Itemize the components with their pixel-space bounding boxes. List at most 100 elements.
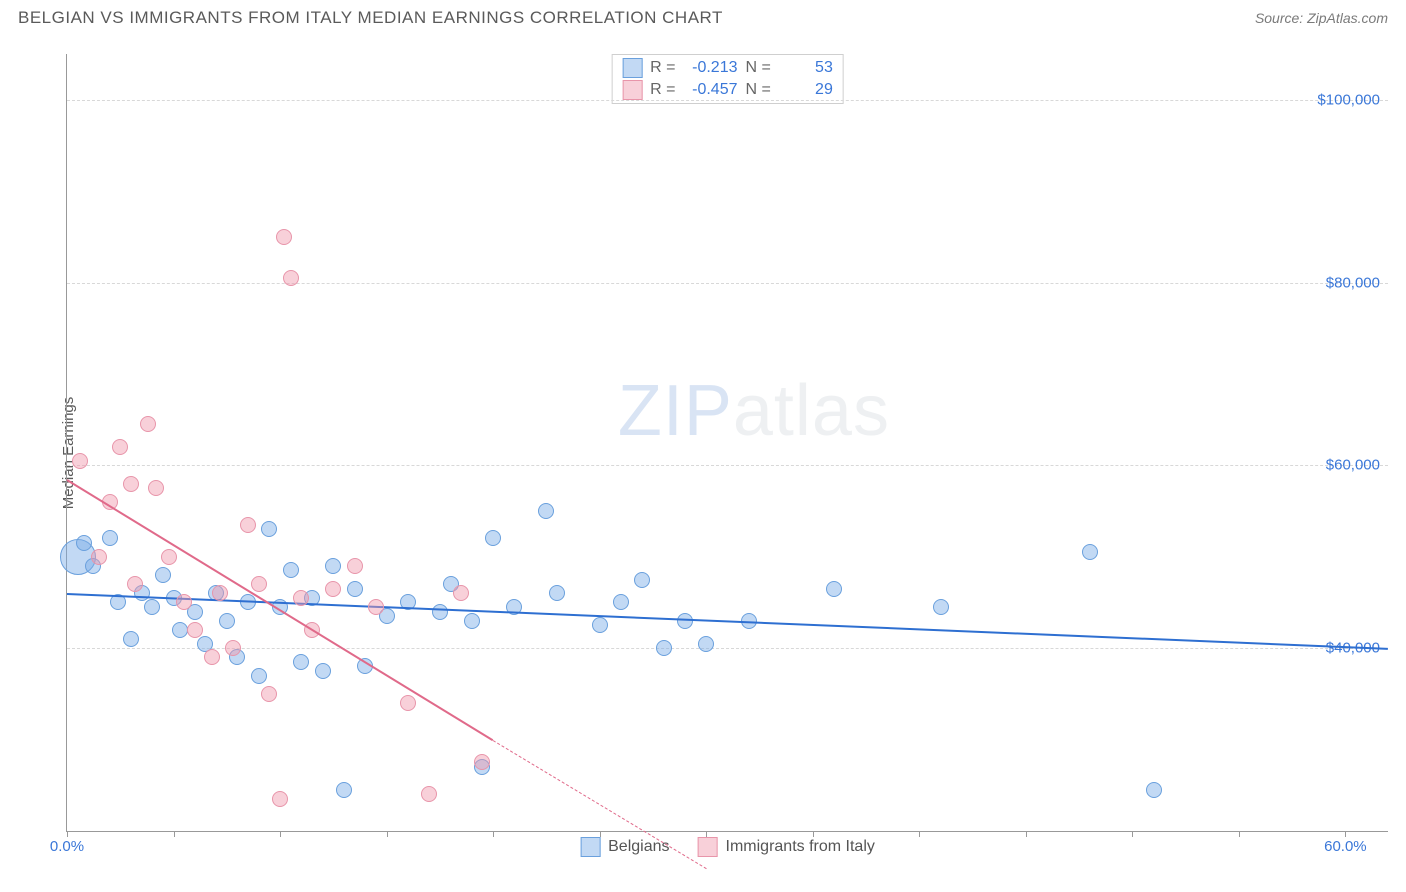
data-point-italy <box>72 453 88 469</box>
x-tick-mark <box>387 831 388 837</box>
data-point-belgians <box>656 640 672 656</box>
data-point-italy <box>325 581 341 597</box>
gridline <box>67 648 1388 649</box>
data-point-italy <box>453 585 469 601</box>
data-point-belgians <box>251 668 267 684</box>
data-point-italy <box>368 599 384 615</box>
plot-region: ZIPatlas R = -0.213 N = 53 R = -0.457 N … <box>66 54 1388 832</box>
stat-r-italy: -0.457 <box>684 81 738 99</box>
data-point-belgians <box>172 622 188 638</box>
swatch-italy <box>622 80 642 100</box>
stat-r-belgians: -0.213 <box>684 59 738 77</box>
swatch-belgians <box>580 837 600 857</box>
chart-header: BELGIAN VS IMMIGRANTS FROM ITALY MEDIAN … <box>0 0 1406 32</box>
y-tick-label: $100,000 <box>1317 91 1380 108</box>
data-point-italy <box>127 576 143 592</box>
data-point-belgians <box>155 567 171 583</box>
legend-label-italy: Immigrants from Italy <box>726 838 875 856</box>
data-point-italy <box>240 517 256 533</box>
x-tick-label-min: 0.0% <box>50 838 84 855</box>
y-tick-label: $80,000 <box>1326 274 1380 291</box>
stat-label-r: R = <box>650 81 675 99</box>
x-tick-mark <box>280 831 281 837</box>
legend-item-italy: Immigrants from Italy <box>698 837 875 857</box>
data-point-italy <box>140 416 156 432</box>
watermark: ZIPatlas <box>618 370 890 452</box>
data-point-belgians <box>432 604 448 620</box>
data-point-belgians <box>1146 782 1162 798</box>
x-tick-mark <box>1026 831 1027 837</box>
data-point-belgians <box>261 521 277 537</box>
data-point-italy <box>474 754 490 770</box>
data-point-belgians <box>219 613 235 629</box>
data-point-belgians <box>538 503 554 519</box>
data-point-italy <box>204 649 220 665</box>
x-tick-mark <box>1239 831 1240 837</box>
data-point-italy <box>276 229 292 245</box>
x-tick-mark <box>813 831 814 837</box>
y-tick-label: $60,000 <box>1326 457 1380 474</box>
data-point-italy <box>251 576 267 592</box>
watermark-brand-a: ZIP <box>618 371 733 451</box>
stat-label-r: R = <box>650 59 675 77</box>
data-point-italy <box>400 695 416 711</box>
data-point-belgians <box>123 631 139 647</box>
data-point-italy <box>421 786 437 802</box>
legend-item-belgians: Belgians <box>580 837 669 857</box>
data-point-belgians <box>1082 544 1098 560</box>
chart-title: BELGIAN VS IMMIGRANTS FROM ITALY MEDIAN … <box>18 8 723 28</box>
chart-area: Median Earnings ZIPatlas R = -0.213 N = … <box>18 42 1388 864</box>
stats-legend: R = -0.213 N = 53 R = -0.457 N = 29 <box>611 54 844 104</box>
swatch-italy <box>698 837 718 857</box>
data-point-belgians <box>485 530 501 546</box>
x-tick-mark <box>1132 831 1133 837</box>
data-point-belgians <box>464 613 480 629</box>
x-tick-mark <box>1345 831 1346 837</box>
swatch-belgians <box>622 58 642 78</box>
x-tick-mark <box>706 831 707 837</box>
x-tick-mark <box>67 831 68 837</box>
data-point-italy <box>272 791 288 807</box>
gridline <box>67 283 1388 284</box>
gridline <box>67 100 1388 101</box>
data-point-belgians <box>283 562 299 578</box>
data-point-italy <box>347 558 363 574</box>
data-point-italy <box>176 594 192 610</box>
data-point-belgians <box>826 581 842 597</box>
data-point-belgians <box>325 558 341 574</box>
data-point-belgians <box>698 636 714 652</box>
data-point-belgians <box>549 585 565 601</box>
x-tick-mark <box>600 831 601 837</box>
trend-line <box>66 479 493 741</box>
stats-row-belgians: R = -0.213 N = 53 <box>618 57 837 79</box>
data-point-belgians <box>144 599 160 615</box>
watermark-brand-b: atlas <box>733 371 890 451</box>
data-point-belgians <box>347 581 363 597</box>
data-point-belgians <box>76 535 92 551</box>
stat-label-n: N = <box>746 59 771 77</box>
x-tick-mark <box>174 831 175 837</box>
data-point-belgians <box>293 654 309 670</box>
data-point-italy <box>283 270 299 286</box>
series-legend: Belgians Immigrants from Italy <box>580 837 875 857</box>
data-point-belgians <box>336 782 352 798</box>
data-point-italy <box>161 549 177 565</box>
x-tick-mark <box>919 831 920 837</box>
data-point-belgians <box>933 599 949 615</box>
data-point-italy <box>91 549 107 565</box>
data-point-belgians <box>102 530 118 546</box>
x-tick-label-max: 60.0% <box>1324 838 1367 855</box>
data-point-italy <box>225 640 241 656</box>
stat-n-belgians: 53 <box>779 59 833 77</box>
chart-source: Source: ZipAtlas.com <box>1255 10 1388 26</box>
stat-n-italy: 29 <box>779 81 833 99</box>
data-point-italy <box>293 590 309 606</box>
gridline <box>67 465 1388 466</box>
stats-row-italy: R = -0.457 N = 29 <box>618 79 837 101</box>
data-point-italy <box>148 480 164 496</box>
data-point-italy <box>261 686 277 702</box>
data-point-belgians <box>613 594 629 610</box>
data-point-belgians <box>315 663 331 679</box>
data-point-italy <box>212 585 228 601</box>
data-point-italy <box>112 439 128 455</box>
